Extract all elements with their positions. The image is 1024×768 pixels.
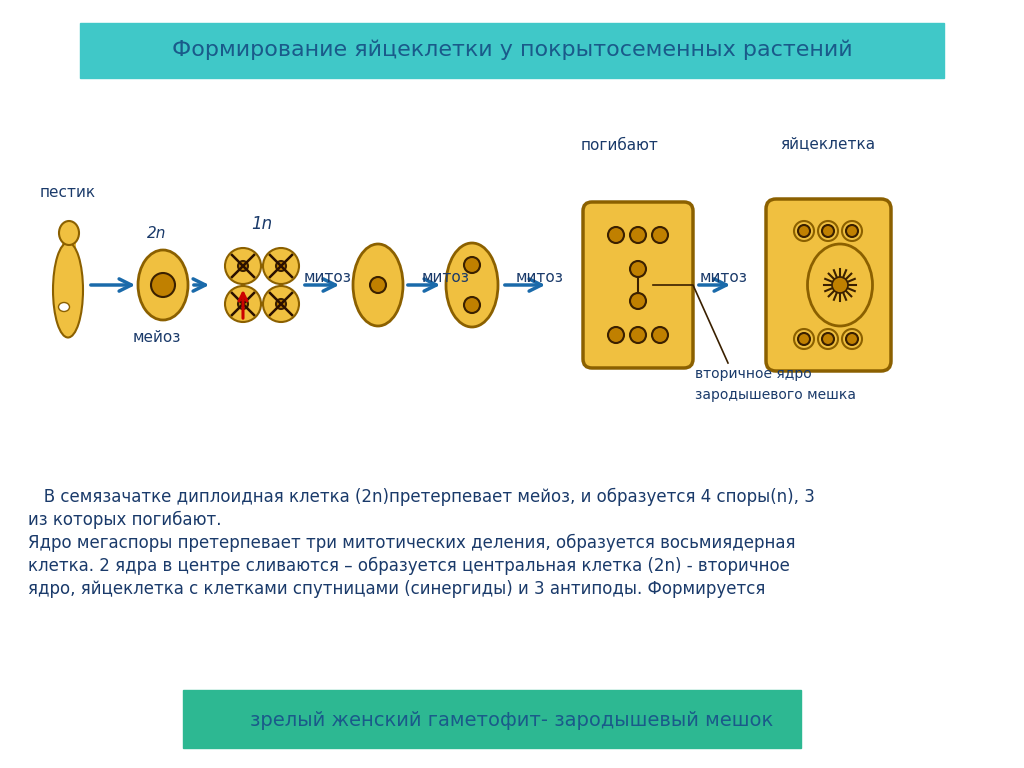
Ellipse shape	[652, 227, 668, 243]
Ellipse shape	[798, 225, 810, 237]
Ellipse shape	[818, 221, 838, 241]
Ellipse shape	[842, 221, 862, 241]
FancyBboxPatch shape	[183, 690, 801, 748]
Ellipse shape	[446, 243, 498, 327]
Ellipse shape	[842, 329, 862, 349]
Text: митоз: митоз	[422, 270, 470, 284]
Ellipse shape	[58, 303, 70, 312]
Ellipse shape	[608, 227, 624, 243]
Ellipse shape	[798, 333, 810, 345]
Ellipse shape	[846, 225, 858, 237]
Text: мейоз: мейоз	[133, 330, 181, 345]
Ellipse shape	[822, 225, 834, 237]
Ellipse shape	[353, 244, 403, 326]
Ellipse shape	[808, 244, 872, 326]
Ellipse shape	[630, 327, 646, 343]
Text: 2n: 2n	[147, 226, 167, 241]
Text: 1n: 1n	[252, 215, 272, 233]
Ellipse shape	[263, 286, 299, 322]
FancyBboxPatch shape	[583, 202, 693, 368]
Ellipse shape	[464, 297, 480, 313]
Text: митоз: митоз	[700, 270, 748, 284]
Text: пестик: пестик	[40, 185, 96, 200]
Ellipse shape	[53, 243, 83, 337]
FancyBboxPatch shape	[62, 231, 76, 247]
Text: В семязачатке диплоидная клетка (2n)претерпевает мейоз, и образуется 4 споры(n),: В семязачатке диплоидная клетка (2n)прет…	[28, 488, 815, 506]
Ellipse shape	[276, 261, 286, 271]
Text: зародышевого мешка: зародышевого мешка	[695, 388, 856, 402]
Ellipse shape	[630, 227, 646, 243]
Ellipse shape	[822, 333, 834, 345]
Text: погибают: погибают	[581, 138, 658, 153]
Ellipse shape	[630, 293, 646, 309]
Text: зрелый женский гаметофит- зародышевый мешок: зрелый женский гаметофит- зародышевый ме…	[251, 710, 773, 730]
Ellipse shape	[630, 261, 646, 277]
Ellipse shape	[794, 329, 814, 349]
Text: митоз: митоз	[304, 270, 352, 284]
Ellipse shape	[225, 286, 261, 322]
Text: клетка. 2 ядра в центре сливаются – образуется центральная клетка (2n) - вторичн: клетка. 2 ядра в центре сливаются – обра…	[28, 557, 790, 575]
Text: митоз: митоз	[516, 270, 564, 284]
Ellipse shape	[263, 248, 299, 284]
Ellipse shape	[238, 261, 248, 271]
Ellipse shape	[818, 329, 838, 349]
Ellipse shape	[652, 327, 668, 343]
Ellipse shape	[608, 327, 624, 343]
Ellipse shape	[464, 257, 480, 273]
Text: из которых погибают.: из которых погибают.	[28, 511, 221, 529]
Ellipse shape	[59, 221, 79, 245]
Ellipse shape	[794, 221, 814, 241]
Ellipse shape	[225, 248, 261, 284]
Ellipse shape	[276, 299, 286, 309]
Text: ядро, яйцеклетка с клетками спутницами (синергиды) и 3 антиподы. Формируется: ядро, яйцеклетка с клетками спутницами (…	[28, 580, 765, 598]
Text: Формирование яйцеклетки у покрытосеменных растений: Формирование яйцеклетки у покрытосеменны…	[172, 40, 852, 60]
Text: Ядро мегаспоры претерпевает три митотических деления, образуется восьмиядерная: Ядро мегаспоры претерпевает три митотиче…	[28, 534, 796, 552]
FancyBboxPatch shape	[80, 23, 944, 78]
Text: яйцеклетка: яйцеклетка	[780, 136, 876, 151]
Ellipse shape	[370, 277, 386, 293]
Ellipse shape	[831, 277, 848, 293]
Ellipse shape	[238, 299, 248, 309]
Ellipse shape	[151, 273, 175, 297]
Ellipse shape	[138, 250, 188, 320]
Ellipse shape	[846, 333, 858, 345]
FancyBboxPatch shape	[766, 199, 891, 371]
Text: вторичное ядро: вторичное ядро	[695, 367, 812, 381]
